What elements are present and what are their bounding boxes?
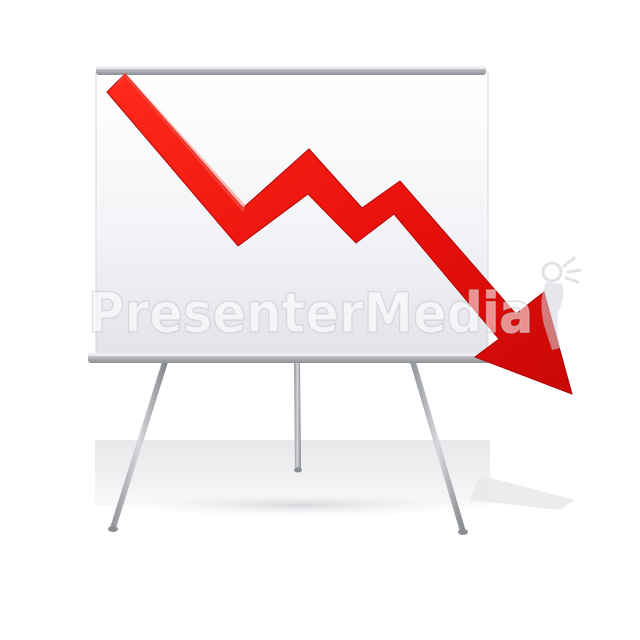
- easel-legs: [108, 362, 468, 535]
- top-rail: [96, 66, 486, 75]
- watermark-figure-logo: [541, 256, 582, 350]
- watermark-text: PresenterMedia: [88, 281, 533, 345]
- bottom-rail: [88, 353, 490, 363]
- floor-shadow: [90, 440, 575, 519]
